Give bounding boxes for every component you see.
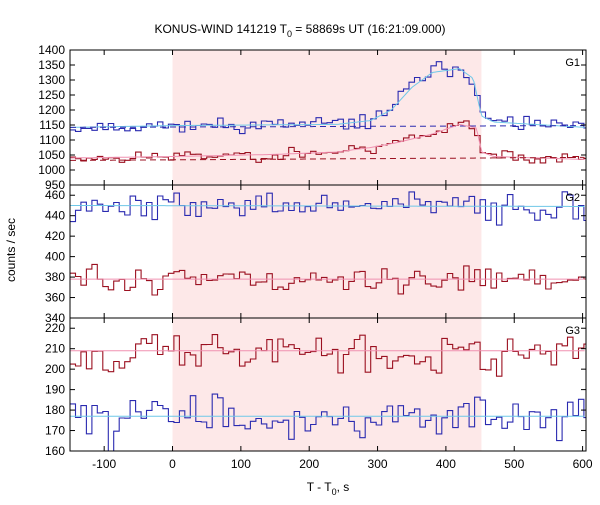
y-tick-label: 210 — [45, 342, 65, 356]
x-tick-label: 400 — [436, 457, 456, 471]
y-tick-label: 1350 — [38, 58, 65, 72]
panel-label: G3 — [565, 325, 580, 337]
y-tick-label: 950 — [45, 178, 65, 192]
y-tick-label: 380 — [45, 270, 65, 284]
y-tick-label: 170 — [45, 424, 65, 438]
y-tick-label: 460 — [45, 188, 65, 202]
series-pink-fit — [70, 123, 585, 160]
panel-label: G2 — [565, 192, 580, 204]
y-tick-label: 1050 — [38, 148, 65, 162]
series-dark-red-histogram — [70, 334, 586, 377]
series-dark-red-histogram — [70, 263, 586, 296]
y-tick-label: 160 — [45, 444, 65, 458]
y-tick-label: 220 — [45, 321, 65, 335]
x-tick-label: -100 — [92, 457, 116, 471]
x-tick-label: 0 — [169, 457, 176, 471]
y-tick-label: 420 — [45, 229, 65, 243]
panel-frame — [69, 317, 587, 452]
y-tick-label: 360 — [45, 291, 65, 305]
y-tick-label: 1300 — [38, 73, 65, 87]
panel-g2: 340 360 380 400 420 440 460 G2 — [45, 184, 587, 325]
chart-title-main: KONUS-WIND 141219 T — [154, 22, 287, 36]
y-tick-label: 1100 — [39, 133, 65, 147]
y-axis-label: counts / sec — [4, 218, 18, 282]
chart-title-rest: = 58869s UT (16:21:09.000) — [292, 22, 446, 36]
x-tick-label: 300 — [368, 457, 388, 471]
chart-title: KONUS-WIND 141219 T0 = 58869s UT (16:21:… — [154, 22, 445, 39]
y-tick-label: 340 — [45, 311, 65, 325]
y-tick-label: 440 — [45, 209, 65, 223]
x-tick-label: 200 — [299, 457, 319, 471]
x-axis-label-main: T - T — [307, 480, 333, 494]
x-tick-label: 100 — [231, 457, 251, 471]
series-dark-red-background — [70, 156, 585, 161]
y-tick-label: 400 — [45, 250, 65, 264]
x-tick-label: 500 — [504, 457, 524, 471]
x-tick-label: 600 — [573, 457, 593, 471]
panel-label: G1 — [565, 57, 580, 69]
y-tick-label: 1000 — [38, 163, 65, 177]
y-tick-label: 1250 — [38, 88, 65, 102]
y-tick-label: 180 — [45, 403, 65, 417]
highlight-interval — [172, 50, 482, 451]
series-light-blue-fit — [70, 68, 585, 128]
y-tick-label: 1200 — [38, 103, 65, 117]
x-axis-label-subscript: 0 — [332, 487, 337, 497]
y-tick-label: 1400 — [38, 43, 65, 57]
series-dark-blue-histogram — [70, 191, 586, 226]
x-axis-label-rest: , s — [337, 480, 350, 494]
chart-title-subscript: 0 — [287, 29, 292, 39]
series-dark-blue-background — [70, 125, 585, 128]
series-dark-blue-histogram — [70, 61, 586, 135]
panel-g3: 160 170 180 190 200 210 220 G3 — [45, 317, 587, 458]
x-axis-label: T - T0, s — [307, 480, 350, 497]
series-light-blue-fit — [70, 205, 585, 207]
y-tick-label: 200 — [45, 362, 65, 376]
y-tick-label: 190 — [45, 383, 65, 397]
y-tick-label: 1150 — [39, 118, 65, 132]
